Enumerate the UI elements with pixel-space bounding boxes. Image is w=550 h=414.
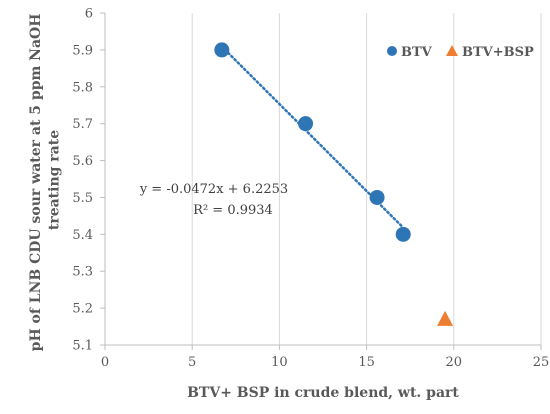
y-tick-label-5.1: 5.1: [72, 339, 93, 354]
y-tick-label-5.3: 5.3: [72, 265, 93, 280]
point-btv-bsp-0: [437, 310, 454, 326]
y-tick-label-5.7: 5.7: [72, 117, 93, 132]
y-tick-label-5.9: 5.9: [72, 43, 93, 58]
y-tick-label-5.5: 5.5: [72, 191, 93, 206]
legend-label-btv: BTV: [401, 45, 433, 60]
legend: BTV BTV+BSP: [387, 45, 534, 60]
x-tick-label-25: 25: [533, 355, 550, 370]
point-btv-1: [298, 116, 314, 132]
data-points: [214, 42, 454, 326]
trendline-r-squared: R² = 0.9934: [193, 203, 273, 218]
y-tick-label-6: 6: [85, 7, 93, 22]
x-tick-label-5: 5: [188, 355, 196, 370]
x-tick-label-10: 10: [271, 355, 288, 370]
y-axis-title: pH of LNB CDU sour water at 5 ppm NaOH t…: [28, 9, 63, 352]
legend-marker-btv: [387, 46, 397, 56]
legend-label-btv-bsp: BTV+BSP: [462, 45, 534, 60]
y-tick-label-5.6: 5.6: [72, 154, 93, 169]
y-tick-label-5.2: 5.2: [72, 302, 93, 317]
y-tick-label-5.4: 5.4: [72, 228, 93, 243]
point-btv-3: [395, 226, 411, 242]
y-axis-title-line-2: treating rate: [47, 130, 63, 230]
x-axis-title: BTV+ BSP in crude blend, wt. part: [187, 385, 459, 401]
legend-marker-btv-bsp: [446, 45, 458, 56]
y-tick-label-5.8: 5.8: [72, 80, 93, 95]
trendline-equation: y = -0.0472x + 6.2253: [139, 182, 288, 197]
point-btv-2: [369, 189, 385, 205]
x-tick-label-15: 15: [358, 355, 375, 370]
y-axis-title-line-1: pH of LNB CDU sour water at 5 ppm NaOH: [28, 14, 44, 352]
x-tick-label-0: 0: [101, 355, 109, 370]
x-tick-label-20: 20: [446, 355, 463, 370]
axes: 5.1 5.2 5.3 5.4 5.5 5.6 5.7 5.8 5.9 6 0 5 10 15 20 25: [72, 7, 549, 371]
grid: [191, 13, 542, 345]
point-btv-0: [214, 42, 230, 58]
